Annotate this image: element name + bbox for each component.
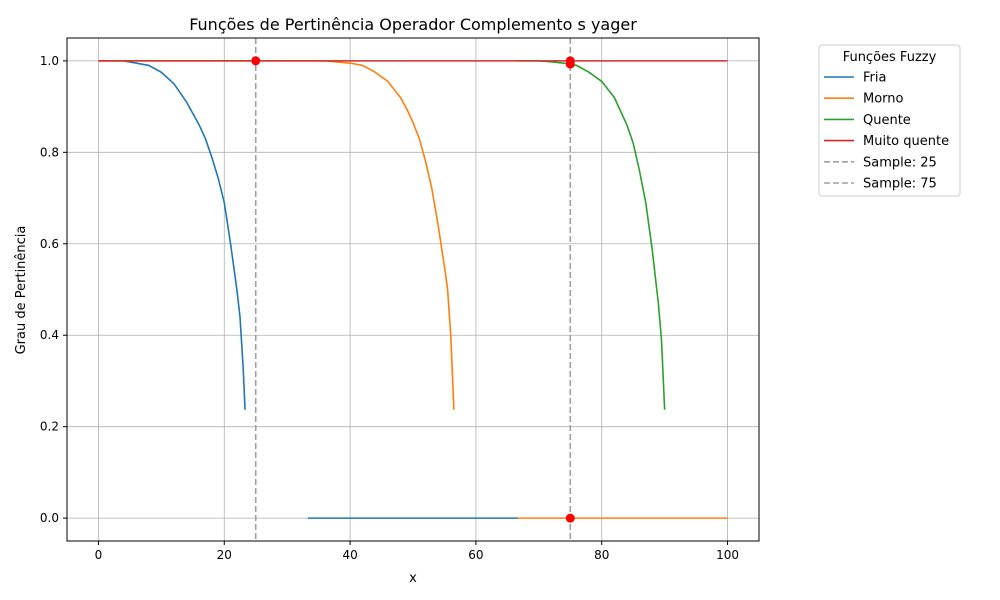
legend-entry: Morno	[863, 92, 904, 107]
x-tick-label: 20	[217, 548, 232, 562]
x-ticks: 0 20 40 60 80 100	[95, 541, 739, 562]
chart-title: Funções de Pertinência Operador Compleme…	[189, 15, 637, 34]
legend-entry: Muito quente	[863, 134, 949, 149]
y-tick-label: 0.6	[40, 237, 59, 251]
sample-marker	[565, 513, 575, 523]
y-axis-label: Grau de Pertinência	[14, 226, 29, 355]
legend-entry: Sample: 75	[863, 177, 937, 192]
y-ticks: 0.0 0.2 0.4 0.6 0.8 1.0	[40, 54, 67, 525]
grid	[67, 38, 759, 541]
series-line	[98, 60, 246, 410]
x-tick-label: 80	[594, 548, 609, 562]
series-line	[518, 60, 666, 410]
legend-entry: Quente	[863, 113, 911, 128]
legend-entry: Sample: 25	[863, 155, 937, 170]
sample-lines	[254, 38, 572, 541]
y-tick-label: 0.8	[40, 145, 59, 159]
x-tick-label: 0	[95, 548, 103, 562]
y-tick-label: 0.2	[40, 420, 59, 434]
sample-markers	[251, 56, 575, 523]
plot-frame	[66, 37, 760, 542]
x-tick-label: 40	[342, 548, 357, 562]
legend-entry: Fria	[863, 71, 886, 86]
sample-marker	[565, 59, 575, 69]
y-tick-label: 0.4	[40, 328, 59, 342]
series-line	[98, 60, 455, 410]
y-tick-label: 0.0	[40, 511, 59, 525]
sample-marker	[251, 56, 261, 66]
x-axis-label: x	[409, 571, 417, 586]
series-group	[98, 60, 728, 519]
legend-title: Funções Fuzzy	[843, 50, 937, 65]
y-tick-label: 1.0	[40, 54, 59, 68]
x-tick-label: 100	[716, 548, 739, 562]
legend-box	[818, 44, 961, 197]
x-tick-label: 60	[468, 548, 483, 562]
legend: Funções Fuzzy Fria Morno Quente Muito quent…	[818, 44, 961, 197]
